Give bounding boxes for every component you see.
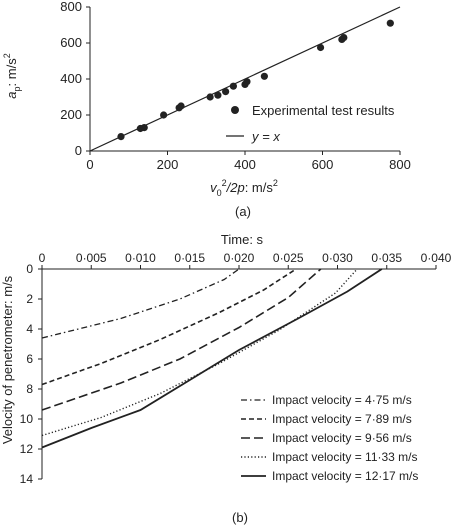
- chart-b-y-tick-label: 10: [20, 412, 34, 426]
- chart-b-y-tick-label: 0: [26, 262, 33, 276]
- chart-a-legend-label-line: y = x: [251, 129, 280, 144]
- chart-b-x-tick-label: 0·040: [421, 251, 452, 265]
- chart-a: 0 200 400 600 800 0 200 400 600 800 Experimental…: [2, 0, 411, 219]
- chart-b-marks: [41, 268, 383, 449]
- chart-b-x-tick-label: 0·030: [322, 251, 353, 265]
- chart-a-panel-label: (a): [235, 204, 251, 219]
- chart-a-x-tick-label: 400: [234, 157, 256, 172]
- chart-a-y-tick-label: 800: [60, 0, 82, 14]
- chart-a-data-point: [386, 19, 394, 27]
- chart-b-y-tick-label: 8: [26, 382, 33, 396]
- chart-b-x-tick-label: 0·020: [224, 251, 255, 265]
- chart-a-x-axis-label: v02/2p: m/s2: [210, 178, 278, 198]
- chart-b-legend-label-3: Impact velocity = 9·56 m/s: [272, 431, 412, 445]
- chart-a-x-ticks: 0 200 400 600 800: [86, 151, 411, 172]
- chart-b-y-tick-label: 6: [26, 352, 33, 366]
- chart-a-y-tick-label: 0: [75, 143, 82, 158]
- chart-b-y-tick-label: 12: [20, 442, 34, 456]
- chart-b-x-tick-label: 0·035: [371, 251, 402, 265]
- chart-b-series-line-4: [41, 268, 358, 437]
- chart-b-legend-label-2: Impact velocity = 7·89 m/s: [272, 412, 412, 426]
- chart-b-y-axis-label: Velocity of penetrometer: m/s: [0, 275, 15, 444]
- chart-b-x-tick-label: 0: [39, 251, 46, 265]
- chart-b-series-line-2: [41, 268, 297, 386]
- chart-a-data-point: [177, 102, 185, 110]
- chart-b-x-tick-label: 0·025: [273, 251, 304, 265]
- chart-b-y-ticks: 0 2 4 6 8 10 12 14: [20, 262, 42, 486]
- chart-b-axes: [41, 268, 436, 479]
- chart-b-x-tick-label: 0·005: [76, 251, 107, 265]
- chart-a-y-tick-label: 200: [60, 107, 82, 122]
- chart-b-legend-label-4: Impact velocity = 11·33 m/s: [272, 450, 418, 464]
- chart-a-x-tick-label: 200: [157, 157, 179, 172]
- chart-b-series-line-1: [41, 268, 240, 339]
- chart-a-x-tick-label: 600: [312, 157, 334, 172]
- chart-a-data-point: [229, 82, 237, 90]
- chart-b-x-tick-label: 0·015: [174, 251, 205, 265]
- chart-b-x-ticks: 0 0·005 0·010 0·015 0·020 0·025 0·030 0·035 0·04…: [39, 251, 452, 269]
- chart-b-legend-label-1: Impact velocity = 4·75 m/s: [272, 393, 412, 407]
- chart-a-data-point: [140, 124, 148, 132]
- chart-a-data-point: [117, 133, 125, 141]
- chart-b-y-tick-label: 2: [26, 292, 33, 306]
- chart-a-data-point: [222, 88, 230, 96]
- chart-a-legend: Experimental test results y = x: [226, 103, 395, 144]
- chart-a-y-tick-label: 400: [60, 71, 82, 86]
- chart-a-data-point: [260, 72, 268, 80]
- chart-b: Time: s 0 0·005 0·010 0·015 0·020 0·025 0·030 0…: [0, 232, 452, 525]
- chart-b-legend-label-5: Impact velocity = 12·17 m/s: [272, 469, 418, 483]
- chart-a-data-point: [243, 78, 251, 86]
- chart-b-x-axis-label: Time: s: [221, 232, 264, 247]
- chart-a-legend-label-points: Experimental test results: [252, 103, 395, 118]
- chart-b-y-tick-label: 14: [20, 472, 34, 486]
- chart-a-y-tick-label: 600: [60, 35, 82, 50]
- chart-a-x-tick-label: 0: [86, 157, 93, 172]
- chart-a-marks: [89, 6, 401, 152]
- chart-b-legend: Impact velocity = 4·75 m/s Impact velocit…: [241, 393, 418, 483]
- chart-a-legend-marker-points: [231, 106, 239, 114]
- chart-a-data-point: [340, 34, 348, 42]
- chart-a-data-point: [316, 43, 325, 52]
- chart-b-series-line-3: [41, 268, 322, 411]
- chart-b-y-tick-label: 4: [26, 322, 33, 336]
- chart-a-data-point: [160, 111, 168, 119]
- chart-a-y-axis-label: ap: m/s2: [2, 53, 22, 98]
- chart-a-y-ticks: 0 200 400 600 800: [60, 0, 90, 158]
- chart-b-x-tick-label: 0·010: [125, 251, 156, 265]
- chart-a-x-tick-label: 800: [389, 157, 411, 172]
- chart-b-panel-label: (b): [232, 510, 248, 525]
- chart-b-series-line-5: [41, 268, 383, 449]
- chart-a-data-point: [214, 91, 222, 99]
- chart-a-data-point: [206, 93, 214, 101]
